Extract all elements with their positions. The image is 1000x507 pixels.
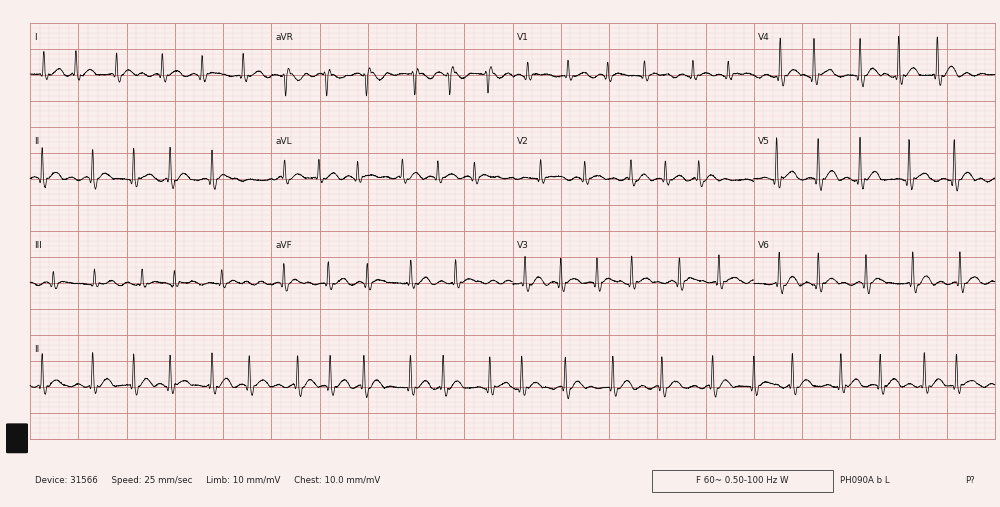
Text: aVL: aVL bbox=[275, 137, 292, 146]
Text: II: II bbox=[34, 345, 39, 354]
Text: V6: V6 bbox=[758, 241, 770, 250]
Text: Device: 31566     Speed: 25 mm/sec     Limb: 10 mm/mV     Chest: 10.0 mm/mV: Device: 31566 Speed: 25 mm/sec Limb: 10 … bbox=[35, 477, 380, 486]
Text: V5: V5 bbox=[758, 137, 770, 146]
Text: V4: V4 bbox=[758, 33, 770, 42]
Text: III: III bbox=[34, 241, 42, 250]
Text: aVF: aVF bbox=[275, 241, 292, 250]
Text: II: II bbox=[34, 137, 39, 146]
Text: PH090A b L: PH090A b L bbox=[840, 477, 890, 486]
Text: aVR: aVR bbox=[275, 33, 293, 42]
Text: F 60~ 0.50-100 Hz W: F 60~ 0.50-100 Hz W bbox=[696, 477, 789, 486]
Text: V2: V2 bbox=[516, 137, 528, 146]
Text: I: I bbox=[34, 33, 37, 42]
Text: P?: P? bbox=[965, 477, 975, 486]
Text: V1: V1 bbox=[516, 33, 528, 42]
Text: V3: V3 bbox=[516, 241, 528, 250]
FancyBboxPatch shape bbox=[6, 423, 28, 453]
